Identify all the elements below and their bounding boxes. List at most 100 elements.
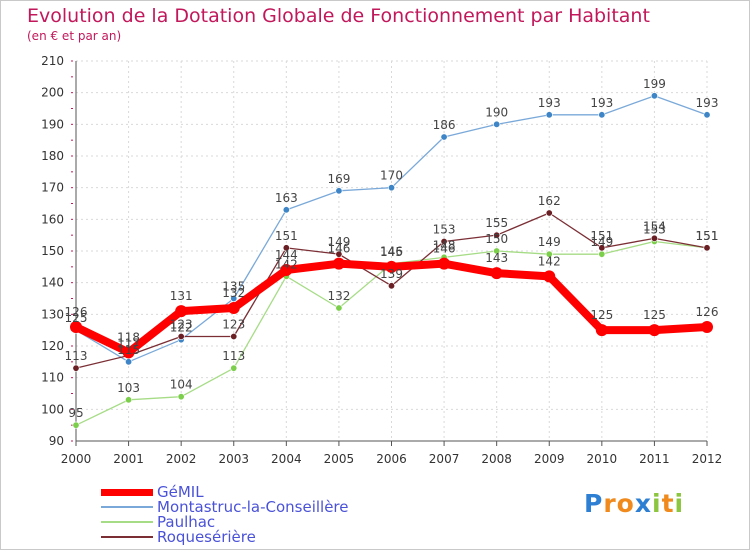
point-paulhac-2008 bbox=[493, 247, 501, 255]
data-label-paulhac-2001: 103 bbox=[117, 381, 140, 395]
legend-swatch-paulhac bbox=[101, 521, 153, 523]
point-gemil-2002 bbox=[175, 305, 188, 318]
data-label-montastruc-la-conseillere-2003: 135 bbox=[222, 280, 245, 294]
series-lines bbox=[70, 92, 713, 429]
logo-letter: P bbox=[584, 489, 604, 518]
data-label-gemil-2006: 145 bbox=[380, 245, 403, 259]
x-tick-2011: 2011 bbox=[639, 452, 670, 466]
legend-swatch-roqueseriere bbox=[101, 536, 153, 538]
data-label-montastruc-la-conseillere-2009: 193 bbox=[538, 96, 561, 110]
point-roqueseriere-2011 bbox=[650, 234, 658, 242]
y-tick-210: 210 bbox=[41, 54, 64, 68]
data-label-roqueseriere-2000: 113 bbox=[65, 349, 88, 363]
data-label-gemil-2003: 132 bbox=[222, 286, 245, 300]
point-gemil-2006 bbox=[385, 260, 398, 273]
point-roqueseriere-2004 bbox=[282, 244, 290, 252]
point-roqueseriere-2002 bbox=[177, 332, 185, 340]
data-label-roqueseriere-2011: 154 bbox=[643, 219, 666, 233]
data-label-montastruc-la-conseillere-2005: 169 bbox=[327, 172, 350, 186]
data-label-montastruc-la-conseillere-2000: 125 bbox=[65, 311, 88, 325]
legend-swatch-montastruc bbox=[101, 506, 153, 508]
x-tick-2012: 2012 bbox=[692, 452, 723, 466]
data-label-montastruc-la-conseillere-2004: 163 bbox=[275, 191, 298, 205]
point-paulhac-2002 bbox=[177, 393, 185, 401]
data-label-montastruc-la-conseillere-2006: 170 bbox=[380, 169, 403, 183]
x-tick-2009: 2009 bbox=[534, 452, 565, 466]
data-label-montastruc-la-conseillere-2008: 190 bbox=[485, 105, 508, 119]
point-montastruc-la-conseillere-2010 bbox=[598, 111, 606, 119]
point-paulhac-2000 bbox=[72, 421, 80, 429]
logo-letter: o bbox=[616, 489, 635, 518]
point-montastruc-la-conseillere-2012 bbox=[703, 111, 711, 119]
data-label-paulhac-2006: 146 bbox=[380, 245, 403, 259]
y-tick-100: 100 bbox=[41, 402, 64, 416]
point-montastruc-la-conseillere-2003 bbox=[230, 294, 238, 302]
x-tick-2002: 2002 bbox=[166, 452, 197, 466]
legend-label-gemil: GéMIL bbox=[157, 483, 204, 501]
point-gemil-2005 bbox=[332, 257, 345, 270]
point-montastruc-la-conseillere-2004 bbox=[282, 206, 290, 214]
point-roqueseriere-2003 bbox=[230, 332, 238, 340]
point-montastruc-la-conseillere-2009 bbox=[545, 111, 553, 119]
data-label-gemil-2012: 126 bbox=[696, 305, 719, 319]
point-montastruc-la-conseillere-2005 bbox=[335, 187, 343, 195]
legend-label-roqueseriere: Roquesérière bbox=[157, 528, 256, 546]
chart-subtitle: (en € et par an) bbox=[27, 29, 122, 43]
point-roqueseriere-2000 bbox=[72, 364, 80, 372]
legend-item-paulhac: Paulhac bbox=[101, 513, 421, 531]
chart-title: Evolution de la Dotation Globale de Fonc… bbox=[27, 5, 650, 27]
x-tick-2000: 2000 bbox=[61, 452, 92, 466]
data-label-paulhac-2012: 151 bbox=[696, 229, 719, 243]
point-montastruc-la-conseillere-2008 bbox=[493, 120, 501, 128]
logo-letter: r bbox=[603, 489, 617, 518]
data-label-roqueseriere-2005: 149 bbox=[327, 235, 350, 249]
legend-label-montastruc: Montastruc-la-Conseillère bbox=[157, 498, 349, 516]
point-montastruc-la-conseillere-2006 bbox=[387, 184, 395, 192]
data-label-montastruc-la-conseillere-2010: 193 bbox=[590, 96, 613, 110]
data-label-montastruc-la-conseillere-2001: 115 bbox=[117, 343, 140, 357]
point-roqueseriere-2012 bbox=[703, 244, 711, 252]
data-label-gemil-2010: 125 bbox=[590, 308, 613, 322]
y-tick-180: 180 bbox=[41, 149, 64, 163]
legend: GéMIL Montastruc-la-Conseillère Paulhac … bbox=[101, 483, 421, 546]
data-labels: 125 115 122 135 163 169 170 186 190 193 193 199 193 9… bbox=[65, 77, 719, 420]
data-label-roqueseriere-2003: 123 bbox=[222, 318, 245, 332]
point-gemil-2004 bbox=[280, 264, 293, 276]
x-tick-2005: 2005 bbox=[324, 452, 355, 466]
data-label-paulhac-2007: 148 bbox=[433, 238, 456, 252]
x-tick-2010: 2010 bbox=[587, 452, 618, 466]
y-tick-110: 110 bbox=[41, 371, 64, 385]
logo-letter: i bbox=[674, 489, 685, 518]
data-label-gemil-2009: 142 bbox=[538, 254, 561, 268]
point-gemil-2009 bbox=[543, 270, 556, 283]
axes: 90 100 110 120 130 140 150 160 170 180 190 200 210 20… bbox=[41, 54, 722, 466]
y-tick-140: 140 bbox=[41, 276, 64, 290]
data-label-montastruc-la-conseillere-2007: 186 bbox=[433, 118, 456, 132]
data-label-roqueseriere-2012: 151 bbox=[696, 229, 719, 243]
point-gemil-2000 bbox=[70, 321, 82, 333]
data-label-paulhac-2003: 113 bbox=[222, 349, 245, 363]
y-tick-90: 90 bbox=[49, 434, 64, 448]
data-label-gemil-2005: 146 bbox=[327, 242, 350, 256]
data-label-paulhac-2004: 142 bbox=[275, 257, 298, 271]
x-tick-2006: 2006 bbox=[376, 452, 407, 466]
data-label-paulhac-2009: 149 bbox=[538, 235, 561, 249]
data-label-paulhac-2010: 149 bbox=[590, 235, 613, 249]
y-tick-150: 150 bbox=[41, 244, 64, 258]
data-label-montastruc-la-conseillere-2011: 199 bbox=[643, 77, 666, 91]
point-roqueseriere-2006 bbox=[387, 282, 395, 290]
data-label-paulhac-2011: 153 bbox=[643, 223, 666, 237]
y-tick-130: 130 bbox=[41, 307, 64, 321]
legend-label-paulhac: Paulhac bbox=[157, 513, 216, 531]
logo-letter: t bbox=[661, 489, 675, 518]
y-tick-120: 120 bbox=[41, 339, 64, 353]
data-label-roqueseriere-2001: 117 bbox=[117, 337, 140, 351]
x-tick-2008: 2008 bbox=[481, 452, 512, 466]
point-paulhac-2010 bbox=[598, 250, 606, 258]
point-gemil-2008 bbox=[490, 267, 503, 280]
data-label-gemil-2011: 125 bbox=[643, 308, 666, 322]
point-paulhac-2005 bbox=[335, 304, 343, 312]
data-label-roqueseriere-2006: 139 bbox=[380, 267, 403, 281]
data-label-paulhac-2002: 104 bbox=[170, 378, 193, 392]
